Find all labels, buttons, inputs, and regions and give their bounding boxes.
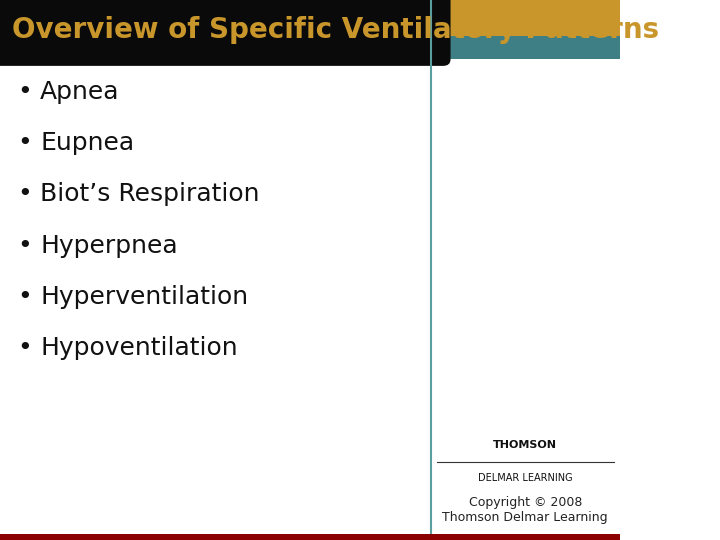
Text: Hyperpnea: Hyperpnea <box>40 234 178 258</box>
Text: •: • <box>17 80 32 104</box>
Text: Overview of Specific Ventilatory Patterns: Overview of Specific Ventilatory Pattern… <box>12 16 660 44</box>
Text: Copyright © 2008
Thomson Delmar Learning: Copyright © 2008 Thomson Delmar Learning <box>442 496 608 524</box>
Text: Hypoventilation: Hypoventilation <box>40 336 238 360</box>
Text: •: • <box>17 285 32 309</box>
Text: DELMAR LEARNING: DELMAR LEARNING <box>478 473 572 483</box>
Text: Eupnea: Eupnea <box>40 131 135 155</box>
Text: •: • <box>17 183 32 206</box>
Text: Hyperventilation: Hyperventilation <box>40 285 248 309</box>
Bar <box>431 36 620 59</box>
Text: Apnea: Apnea <box>40 80 120 104</box>
FancyBboxPatch shape <box>0 0 451 66</box>
Text: •: • <box>17 131 32 155</box>
Text: •: • <box>17 234 32 258</box>
Text: Biot’s Respiration: Biot’s Respiration <box>40 183 260 206</box>
Bar <box>431 0 620 36</box>
Text: •: • <box>17 336 32 360</box>
Text: THOMSON: THOMSON <box>493 441 557 450</box>
Bar <box>0 534 620 540</box>
